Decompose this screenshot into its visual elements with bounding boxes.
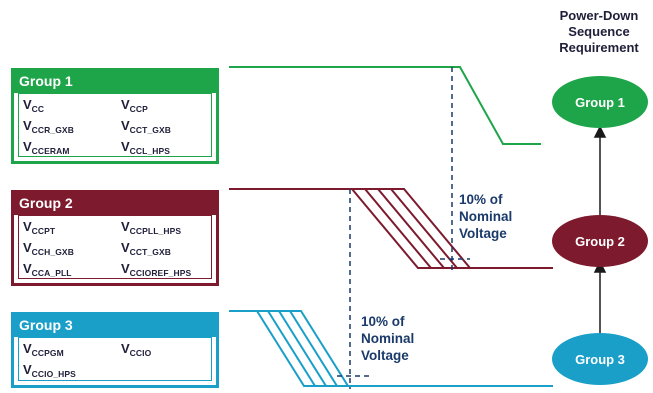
ten-percent-marker-upper bbox=[440, 67, 470, 272]
callout-line: Nominal bbox=[361, 331, 415, 346]
rail-label: VCCT_GXB bbox=[121, 240, 171, 258]
rail-label: VCCPLL_HPS bbox=[121, 219, 182, 237]
group3-rails: VCCPGM VCCIO VCCIO_HPS bbox=[14, 337, 216, 385]
rail-label: VCCR_GXB bbox=[23, 118, 74, 136]
ten-percent-marker-lower bbox=[337, 189, 370, 389]
sequence-node-group2: Group 2 bbox=[552, 215, 648, 267]
callout-line: Voltage bbox=[361, 348, 409, 363]
group3-box: Group 3 VCCPGM VCCIO VCCIO_HPS bbox=[11, 312, 219, 388]
sequence-title: Power-Down Sequence Requirement bbox=[548, 8, 650, 56]
rail-label: VCCT_GXB bbox=[121, 118, 171, 136]
rail-label: VCCH_GXB bbox=[23, 240, 74, 258]
sequence-title-line: Power-Down bbox=[559, 8, 639, 23]
rail-label: VCCIOREF_HPS bbox=[121, 261, 192, 279]
group2-inner-frame bbox=[18, 215, 212, 279]
group2-box: Group 2 VCCPT VCCPLL_HPS VCCH_GXB VCCT_G… bbox=[11, 190, 219, 286]
sequence-arrows bbox=[593, 125, 607, 337]
rail-label: VCC bbox=[23, 97, 45, 115]
group3-inner-frame bbox=[18, 337, 212, 381]
rail-label: VCCIO bbox=[121, 341, 152, 359]
rail-label: VCCA_PLL bbox=[23, 261, 72, 279]
rail-label: VCCPT bbox=[23, 219, 56, 237]
ten-percent-callout-lower: 10% of Nominal Voltage bbox=[361, 313, 414, 364]
rail-label: VCCPGM bbox=[23, 341, 64, 359]
group1-box: Group 1 VCC VCCP VCCR_GXB VCCT_GXB VCCER… bbox=[11, 68, 219, 164]
callout-line: 10% of bbox=[361, 314, 405, 329]
group2-waveforms bbox=[229, 188, 553, 269]
sequence-node-group1-label: Group 1 bbox=[575, 95, 625, 110]
sequence-node-group3: Group 3 bbox=[552, 333, 648, 385]
group1-title: Group 1 bbox=[14, 71, 216, 93]
callout-line: Voltage bbox=[459, 226, 507, 241]
ten-percent-callout-upper: 10% of Nominal Voltage bbox=[459, 191, 512, 242]
group1-rails: VCC VCCP VCCR_GXB VCCT_GXB VCCERAM VCCL_… bbox=[14, 93, 216, 161]
group2-rails: VCCPT VCCPLL_HPS VCCH_GXB VCCT_GXB VCCA_… bbox=[14, 215, 216, 283]
rail-label: VCCIO_HPS bbox=[23, 362, 76, 380]
sequence-title-line: Sequence bbox=[568, 24, 630, 39]
sequence-node-group3-label: Group 3 bbox=[575, 352, 625, 367]
rail-label: VCCP bbox=[121, 97, 148, 115]
rail-label: VCCL_HPS bbox=[121, 139, 171, 157]
group1-inner-frame bbox=[18, 93, 212, 157]
group2-title: Group 2 bbox=[14, 193, 216, 215]
sequence-node-group1: Group 1 bbox=[552, 76, 648, 128]
group1-waveform bbox=[229, 66, 541, 145]
rail-label: VCCERAM bbox=[23, 139, 70, 157]
callout-line: Nominal bbox=[459, 209, 513, 224]
group3-title: Group 3 bbox=[14, 315, 216, 337]
callout-line: 10% of bbox=[459, 192, 503, 207]
group3-waveforms bbox=[229, 310, 553, 387]
sequence-title-line: Requirement bbox=[559, 40, 639, 55]
sequence-node-group2-label: Group 2 bbox=[575, 234, 625, 249]
